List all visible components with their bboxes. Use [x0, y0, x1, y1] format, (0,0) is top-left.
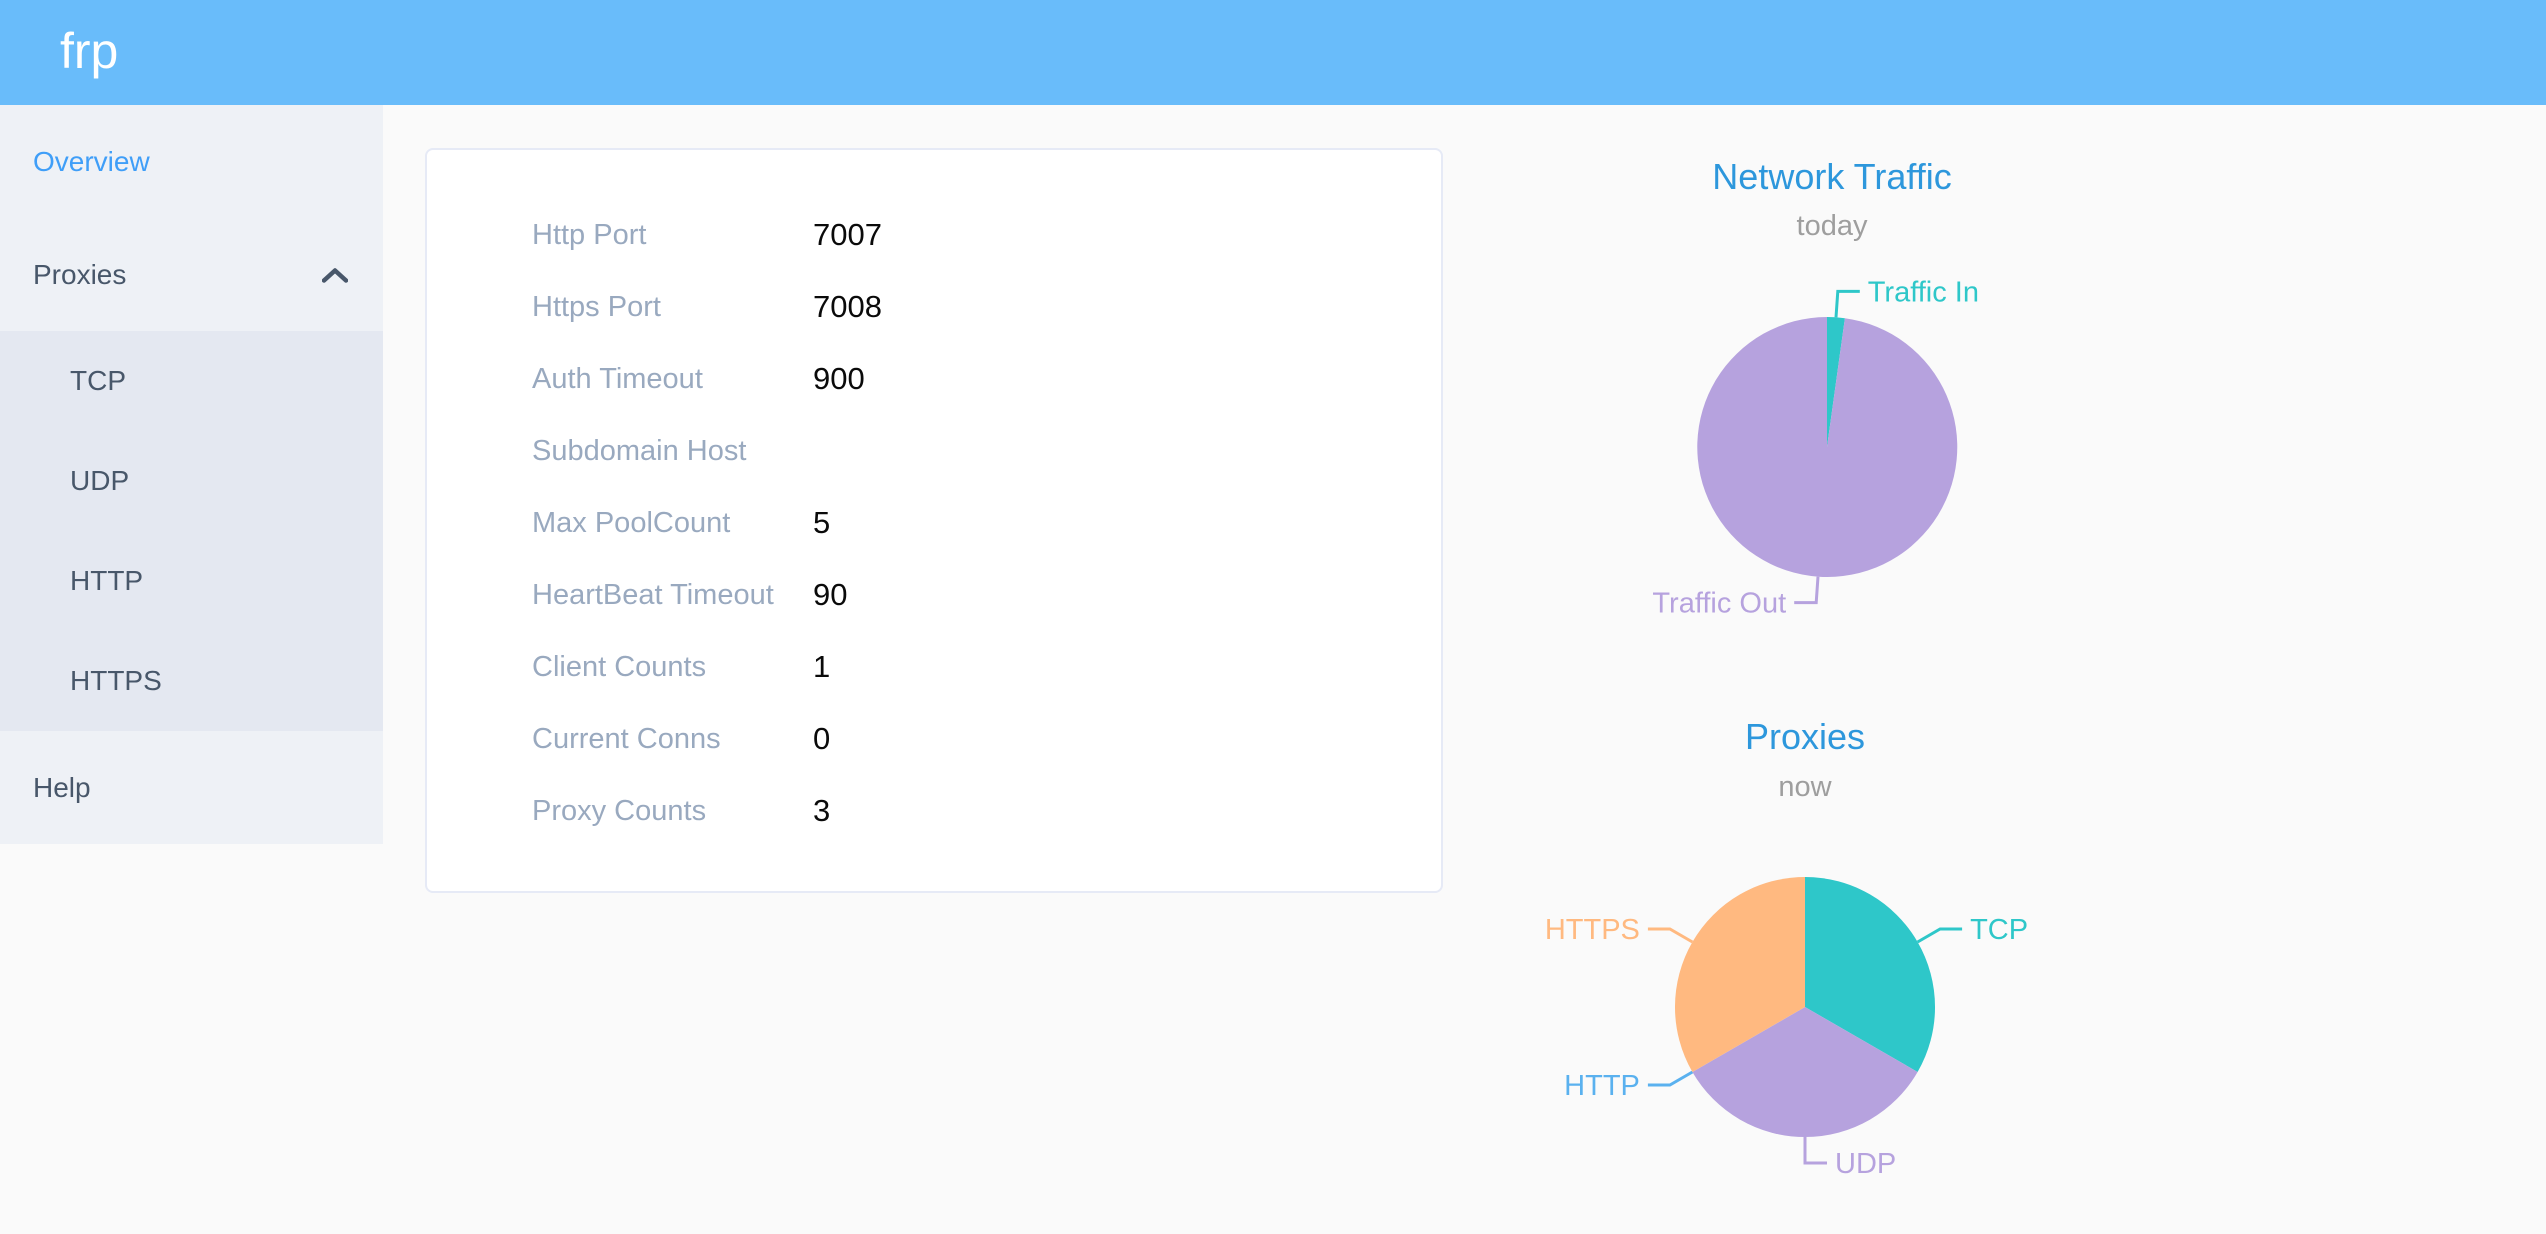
pie-label-line-https — [1647, 927, 1694, 944]
sidebar-item-http[interactable]: HTTP — [0, 531, 383, 631]
app-logo: frp — [60, 23, 119, 79]
sidebar-item-overview[interactable]: Overview — [0, 105, 383, 218]
sidebar-item-help[interactable]: Help — [0, 731, 383, 844]
info-value: 7007 — [813, 217, 882, 252]
pie-label-traffic-in: Traffic In — [1868, 276, 1979, 308]
info-row: Proxy Counts 3 — [427, 775, 1441, 847]
chart-subtitle-today: today — [1796, 210, 1868, 242]
pie-slice-udp[interactable] — [1692, 1007, 1918, 1138]
info-row: HeartBeat Timeout 90 — [427, 559, 1441, 631]
info-row: Http Port 7007 — [427, 199, 1441, 271]
sidebar-item-label: Proxies — [33, 259, 127, 290]
info-value: 5 — [813, 505, 831, 540]
info-label: Client Counts — [532, 651, 707, 683]
pie-slice-traffic-in[interactable] — [1827, 316, 1845, 447]
sidebar-item-label: HTTPS — [70, 665, 162, 696]
sidebar-item-label: Overview — [33, 146, 150, 177]
info-row: Subdomain Host — [427, 415, 1441, 487]
sidebar-item-proxies[interactable]: Proxies — [0, 218, 383, 331]
sidebar-item-https[interactable]: HTTPS — [0, 631, 383, 731]
info-row: Https Port 7008 — [427, 271, 1441, 343]
chevron-up-icon[interactable] — [322, 267, 348, 283]
pie-label-udp: UDP — [1835, 1148, 1896, 1180]
pie-label-line-traffic-in — [1834, 289, 1860, 318]
sidebar-item-label: Help — [33, 772, 91, 803]
server-info-card: Http Port 7007 Https Port 7008 Auth Time… — [425, 148, 1443, 893]
info-row: Max PoolCount 5 — [427, 487, 1441, 559]
info-value: 900 — [813, 361, 865, 396]
info-value: 0 — [813, 721, 831, 756]
info-label: Subdomain Host — [532, 435, 747, 467]
info-value: 1 — [813, 649, 831, 684]
chart-subtitle-now: now — [1778, 771, 1832, 803]
pie-slice-https[interactable] — [1674, 877, 1805, 1072]
info-row: Client Counts 1 — [427, 631, 1441, 703]
chart-title-network-traffic: Network Traffic — [1712, 156, 1952, 197]
info-label: HeartBeat Timeout — [532, 579, 774, 611]
sidebar-item-label: TCP — [70, 365, 126, 396]
proxies-pie-chart: TCP UDP HTTP HTTPS — [1545, 877, 2028, 1180]
pie-slice-tcp[interactable] — [1805, 877, 1936, 1072]
pie-label-tcp: TCP — [1970, 914, 2028, 946]
pie-label-http: HTTP — [1564, 1070, 1640, 1102]
sidebar-item-tcp[interactable]: TCP — [0, 331, 383, 431]
info-row: Auth Timeout 900 — [427, 343, 1441, 415]
pie-label-line-udp — [1803, 1137, 1827, 1165]
pie-slice-traffic-out[interactable] — [1697, 317, 1958, 577]
pie-label-https: HTTPS — [1545, 914, 1640, 946]
sidebar-item-label: UDP — [70, 465, 130, 496]
info-label: Current Conns — [532, 723, 721, 755]
pie-label-line-traffic-out — [1794, 576, 1820, 605]
pie-label-line-tcp — [1916, 927, 1963, 944]
chart-title-proxies: Proxies — [1744, 716, 1866, 757]
network-traffic-pie-chart: Traffic In Traffic Out — [1652, 276, 1979, 620]
sidebar-item-label: HTTP — [70, 565, 144, 596]
proxies-submenu: TCP UDP HTTP HTTPS — [0, 331, 383, 731]
pie-label-line-http — [1647, 1070, 1694, 1087]
info-value: 7008 — [813, 289, 882, 324]
app-header: frp — [0, 0, 2546, 105]
info-label: Https Port — [532, 291, 661, 323]
info-row: Current Conns 0 — [427, 703, 1441, 775]
info-label: Max PoolCount — [532, 507, 731, 539]
info-value: 90 — [813, 577, 848, 612]
sidebar-nav: Overview Proxies TCP UDP HTTP HTTPS Help — [0, 105, 383, 844]
info-label: Proxy Counts — [532, 795, 707, 827]
info-label: Auth Timeout — [532, 363, 703, 395]
pie-label-traffic-out: Traffic Out — [1652, 588, 1786, 620]
info-label: Http Port — [532, 219, 647, 251]
sidebar-item-udp[interactable]: UDP — [0, 431, 383, 531]
info-value: 3 — [813, 793, 831, 828]
